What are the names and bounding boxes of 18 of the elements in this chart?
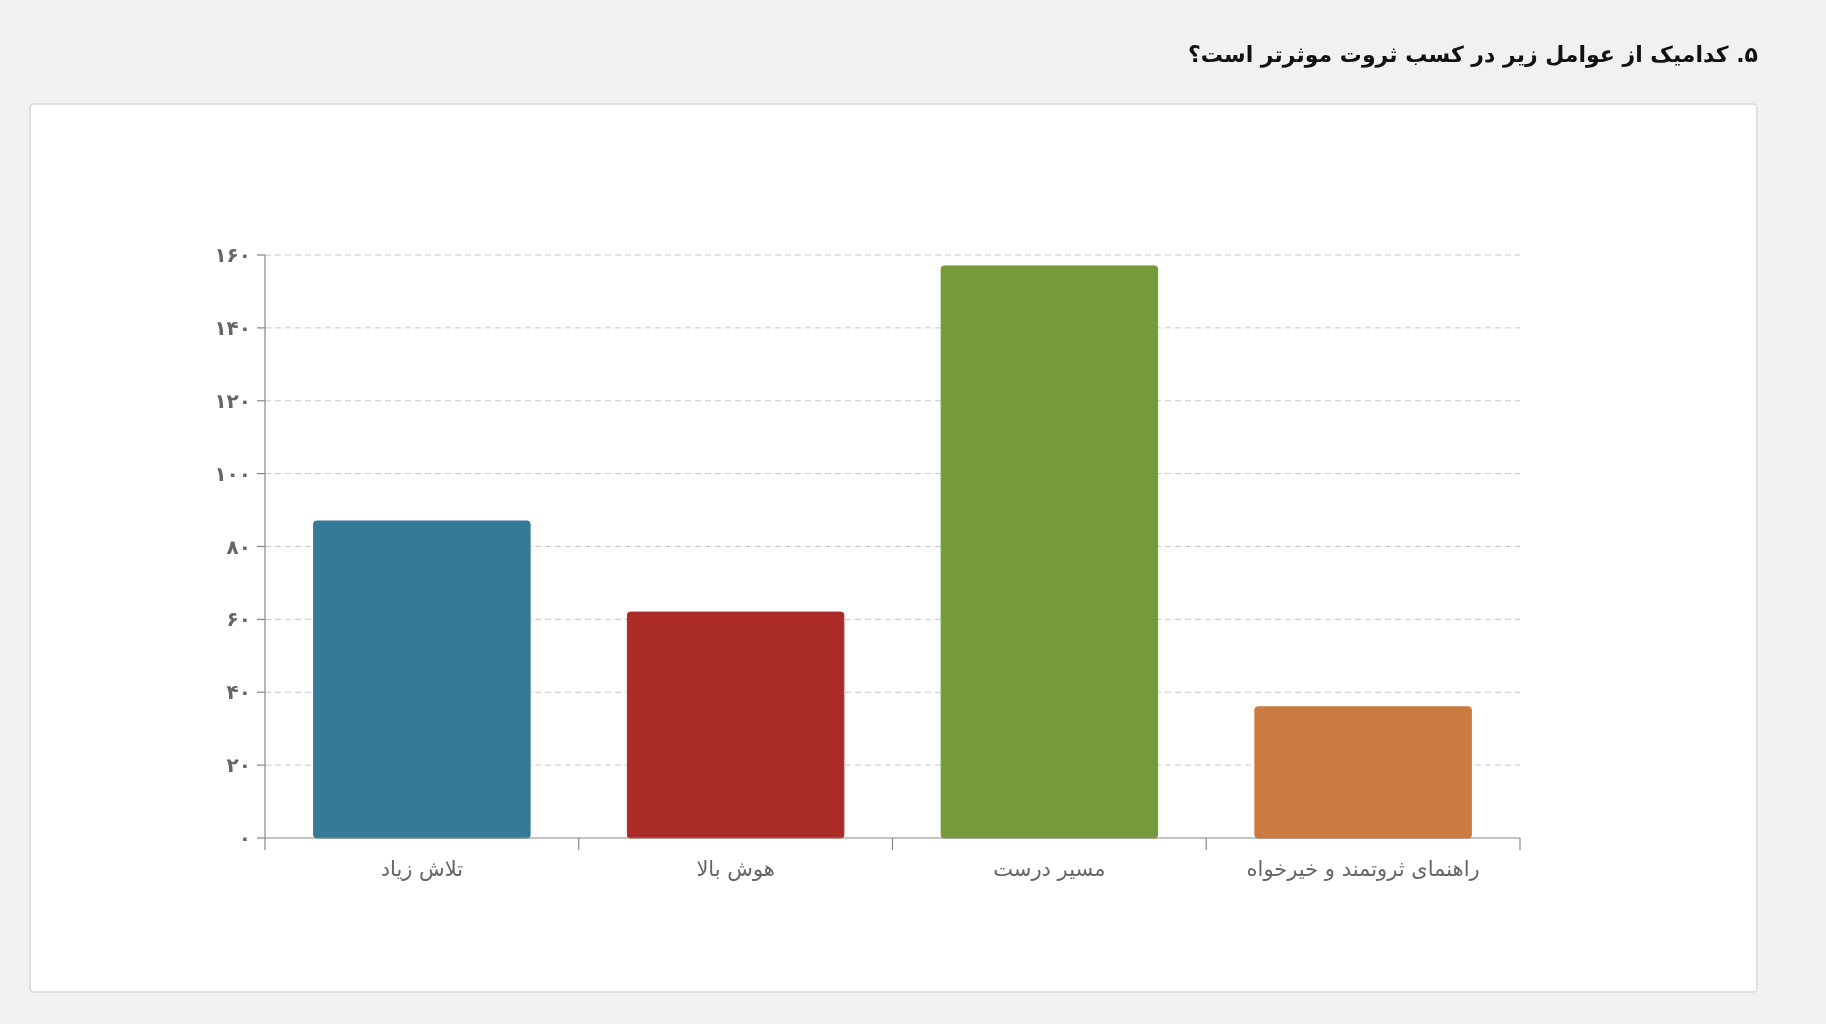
y-tick-label: ۲۰ (226, 753, 251, 778)
x-tick-label: هوش بالا (696, 857, 775, 881)
x-tick-label: راهنمای ثروتمند و خیرخواه (1246, 857, 1480, 881)
bar (1254, 706, 1472, 839)
bar (940, 265, 1159, 839)
y-tick-label: ۰ (238, 826, 251, 850)
y-tick-label: ۱۶۰ (214, 243, 251, 267)
x-tick-label: تلاش زیاد (380, 857, 464, 881)
x-tick-label: مسیر درست (993, 857, 1106, 881)
bar (626, 611, 845, 839)
chart-title: ۵. کدامیک از عوامل زیر در کسب ثروت موثرتر است؟ (1187, 42, 1758, 68)
y-tick-label: ۱۴۰ (214, 315, 251, 340)
y-tick-label: ۴۰ (226, 680, 251, 705)
y-tick-label: ۱۰۰ (214, 461, 251, 486)
y-tick-label: ۱۲۰ (214, 388, 251, 413)
y-tick-label: ۶۰ (226, 607, 251, 632)
y-tick-label: ۸۰ (226, 534, 251, 559)
bar (313, 520, 531, 839)
